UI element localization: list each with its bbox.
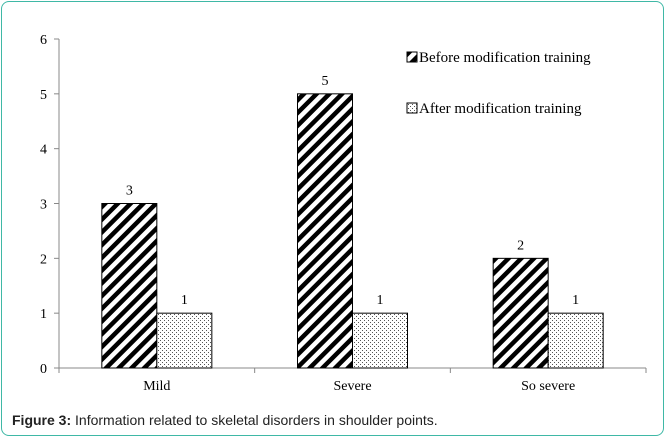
caption-text: Information related to skeletal disorder… [71, 412, 438, 428]
legend-entry-label: Before modification training [419, 50, 591, 66]
y-tick-label: 3 [40, 198, 47, 213]
legend: Before modification training After modifi… [406, 50, 591, 117]
x-category-label: Severe [333, 379, 371, 394]
y-tick-label: 4 [40, 143, 47, 158]
y-tick-label: 0 [40, 362, 47, 377]
x-category-label: Mild [143, 379, 170, 394]
bar-value-label: 1 [181, 293, 188, 308]
bar [352, 312, 408, 369]
bar-value-label: 1 [377, 293, 384, 308]
bar-value-label: 1 [572, 293, 579, 308]
figure-caption: Figure 3: Information related to skeleta… [12, 412, 662, 428]
bar-value-label: 5 [322, 74, 329, 89]
x-category-label: So severe [521, 379, 575, 394]
bar-chart: 0 1 2 3 4 5 6 Mild Severe So severe 3 5 2 1 1 1 Before… [40, 33, 647, 394]
data-labels: 3 5 2 1 1 1 [126, 74, 579, 308]
legend-swatch [406, 51, 418, 63]
bar [101, 203, 158, 369]
bar [492, 257, 549, 369]
legend-entry-label: After modification training [419, 101, 582, 117]
y-tick-label: 2 [40, 252, 47, 267]
bar-value-label: 2 [517, 238, 524, 253]
y-tick-label: 1 [40, 307, 47, 322]
bar [547, 312, 604, 369]
bars [101, 93, 604, 369]
y-tick-label: 6 [40, 33, 47, 48]
caption-label: Figure 3: [12, 412, 72, 428]
y-tick-label: 5 [40, 88, 47, 103]
legend-swatch [406, 102, 418, 114]
bar [156, 312, 213, 369]
bar-value-label: 3 [126, 184, 133, 199]
bar [297, 93, 353, 369]
